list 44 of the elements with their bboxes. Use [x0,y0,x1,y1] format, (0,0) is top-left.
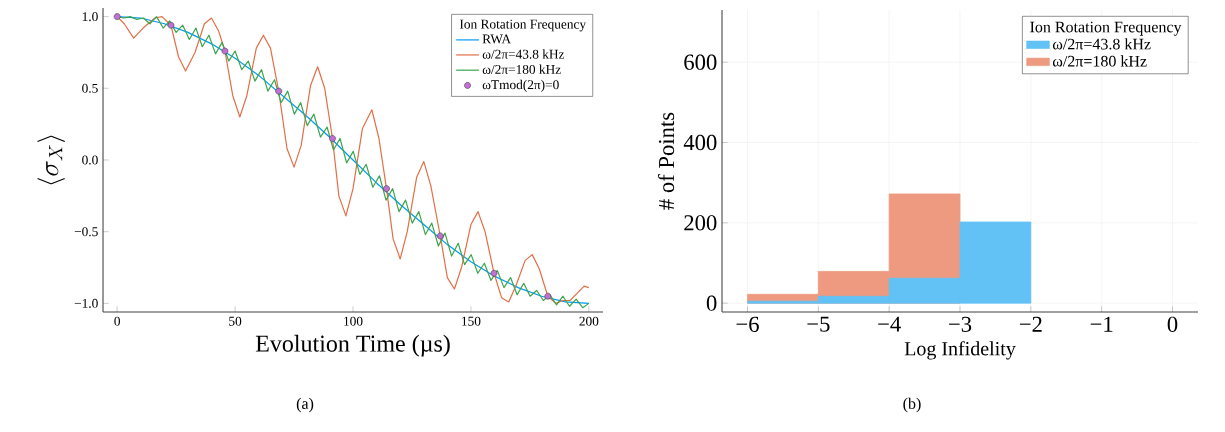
x-tick-label: −4 [878,316,901,332]
text: (b) [903,397,921,413]
y-axis-title: # of Points [657,112,675,210]
point [329,135,336,142]
x-axis-title: Log Infidelity [904,341,1016,360]
x-tick-label: 0 [1167,316,1178,332]
point [490,269,498,277]
legend-label: ω/2π=43.8 kHz [482,49,565,59]
legend-label: ωTmod(2π)=0 [482,79,559,92]
y-axis-title: $\langle \sigma_X \rangle$ [37,135,65,185]
x-tick-label: −5 [807,316,830,332]
legend-title: Ion Rotation Frequency [459,19,587,32]
legend-label: RWA [482,34,512,44]
y-tick-label: 200 [684,215,717,231]
y-tick-label: 0 [706,295,717,311]
legend-title: Ion Rotation Frequency [1030,21,1182,36]
x-tick-label: 150 [462,316,481,326]
y-tick-label: 0.0 [82,155,98,165]
legend-label: ω/2π=180 kHz [1052,55,1147,67]
point [383,185,390,193]
point [221,47,229,55]
y-tick-label: 1.0 [82,12,98,22]
y-tick-label: −1.0 [74,298,98,308]
point [544,292,552,300]
x-axis-title: Evolution Time (µs) [255,334,450,357]
legend-label: ω/2π=43.8 kHz [1052,38,1151,50]
point [436,232,444,240]
point [167,21,175,29]
point [275,87,283,95]
y-tick-label: 0.5 [82,83,98,93]
legend-label: ω/2π=180 kHz [482,64,561,74]
x-tick-label: 100 [344,316,363,326]
y-tick-label: 400 [683,134,717,151]
text: (a) [296,397,314,413]
y-tick-label: −0.5 [74,227,98,237]
x-tick-label: −1 [1090,316,1113,332]
x-tick-label: −3 [949,316,972,332]
x-tick-label: 0 [114,316,120,326]
x-tick-label: −2 [1019,316,1042,332]
x-tick-label: 200 [579,316,599,326]
x-tick-label: 50 [229,316,242,326]
x-tick-label: −6 [736,316,759,332]
point [113,13,121,20]
y-tick-label: 600 [684,54,717,70]
